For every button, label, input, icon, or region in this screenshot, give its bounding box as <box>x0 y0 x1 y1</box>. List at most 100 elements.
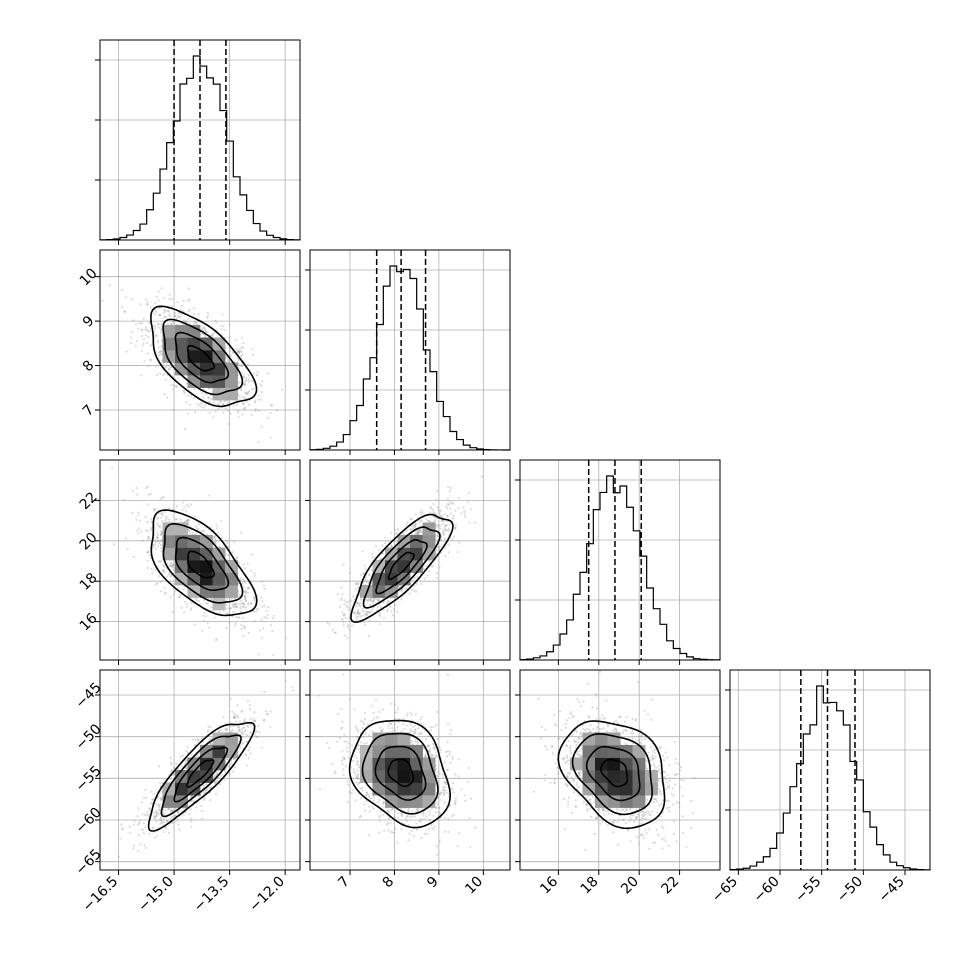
scatter-point <box>227 358 230 361</box>
panel-content <box>101 284 283 444</box>
scatter-point <box>435 548 438 551</box>
scatter-point <box>152 546 155 549</box>
scatter-point <box>160 533 163 536</box>
scatter-point <box>237 350 240 353</box>
scatter-point <box>173 766 176 769</box>
scatter-point <box>121 306 124 309</box>
scatter-point <box>192 397 195 400</box>
scatter-point <box>368 573 371 576</box>
scatter-point <box>156 540 159 543</box>
scatter-point <box>436 506 439 509</box>
contour-2sigma <box>350 513 454 624</box>
scatter-point <box>359 615 362 618</box>
scatter-point <box>382 617 386 620</box>
scatter-point <box>136 815 139 818</box>
scatter-point <box>260 390 263 394</box>
scatter-point <box>201 326 205 330</box>
scatter-point <box>215 321 218 324</box>
scatter-point <box>231 602 235 605</box>
scatter-point <box>120 288 124 291</box>
scatter-point <box>154 547 158 550</box>
scatter-point <box>418 530 421 533</box>
scatter-point <box>242 402 245 405</box>
scatter-point <box>170 575 173 578</box>
scatter-point <box>396 529 399 532</box>
scatter-point <box>371 600 375 603</box>
scatter-point <box>240 710 243 713</box>
scatter-point <box>270 403 274 407</box>
scatter-point <box>241 602 244 605</box>
scatter-point <box>188 524 191 527</box>
scatter-point <box>270 404 273 407</box>
scatter-point <box>161 563 164 567</box>
scatter-point <box>370 609 373 613</box>
scatter-point <box>172 409 175 412</box>
histogram-panel-p2 <box>305 249 511 455</box>
scatter-point <box>145 796 148 799</box>
scatter-point <box>134 322 138 326</box>
scatter-point <box>140 374 143 377</box>
scatter-point <box>363 621 366 624</box>
scatter-point <box>149 802 153 805</box>
histogram-panel-p3 <box>515 459 721 665</box>
scatter-point <box>409 528 412 531</box>
scatter-point <box>212 401 215 404</box>
scatter-point <box>188 298 191 301</box>
scatter-point <box>227 607 230 610</box>
scatter-point <box>372 556 375 559</box>
scatter-point <box>154 507 157 511</box>
scatter-point <box>217 531 220 534</box>
scatter-point <box>267 606 270 609</box>
scatter-point <box>233 716 236 719</box>
scatter-point <box>224 407 227 410</box>
scatter-point <box>244 591 247 594</box>
scatter-point <box>234 602 237 606</box>
scatter-point <box>243 384 246 387</box>
scatter-point <box>213 537 216 540</box>
scatter-point <box>439 524 442 527</box>
scatter-point <box>266 613 270 617</box>
scatter-point <box>132 555 135 559</box>
scatter-point <box>442 532 445 535</box>
scatter-point <box>442 519 445 522</box>
scatter-point <box>144 298 147 301</box>
scatter-point <box>239 350 242 353</box>
scatter-point <box>386 610 389 613</box>
scatter-point <box>238 351 241 354</box>
scatter-point <box>436 490 439 493</box>
scatter-point <box>157 545 160 548</box>
scatter-point <box>154 809 157 813</box>
scatter-point <box>188 322 192 325</box>
scatter-point <box>224 539 227 543</box>
scatter-point <box>366 610 369 614</box>
scatter-point <box>195 525 198 528</box>
scatter-point <box>198 522 201 526</box>
scatter-point <box>163 510 166 514</box>
scatter-point <box>240 388 243 392</box>
scatter-point <box>190 753 193 756</box>
scatter-point <box>195 527 199 530</box>
scatter-point <box>156 810 159 813</box>
scatter-point <box>243 579 246 582</box>
scatter-point <box>356 610 359 613</box>
scatter-point <box>419 520 422 523</box>
scatter-point <box>153 312 156 315</box>
scatter-point <box>424 518 428 521</box>
scatter-point <box>243 376 246 379</box>
scatter-point <box>451 538 454 541</box>
scatter-point <box>204 393 207 396</box>
scatter-point <box>170 322 173 326</box>
scatter-point <box>185 520 188 523</box>
scatter-point <box>136 514 139 517</box>
density-cell <box>187 375 201 388</box>
scatter-point <box>416 576 419 579</box>
scatter-point <box>426 574 429 577</box>
scatter-point <box>374 545 378 548</box>
scatter-point <box>136 327 140 330</box>
scatter-point <box>154 335 157 338</box>
scatter-point <box>235 602 239 606</box>
scatter-point <box>245 392 248 395</box>
scatter-point <box>140 328 143 331</box>
scatter-point <box>229 725 232 728</box>
scatter-point <box>154 333 157 337</box>
